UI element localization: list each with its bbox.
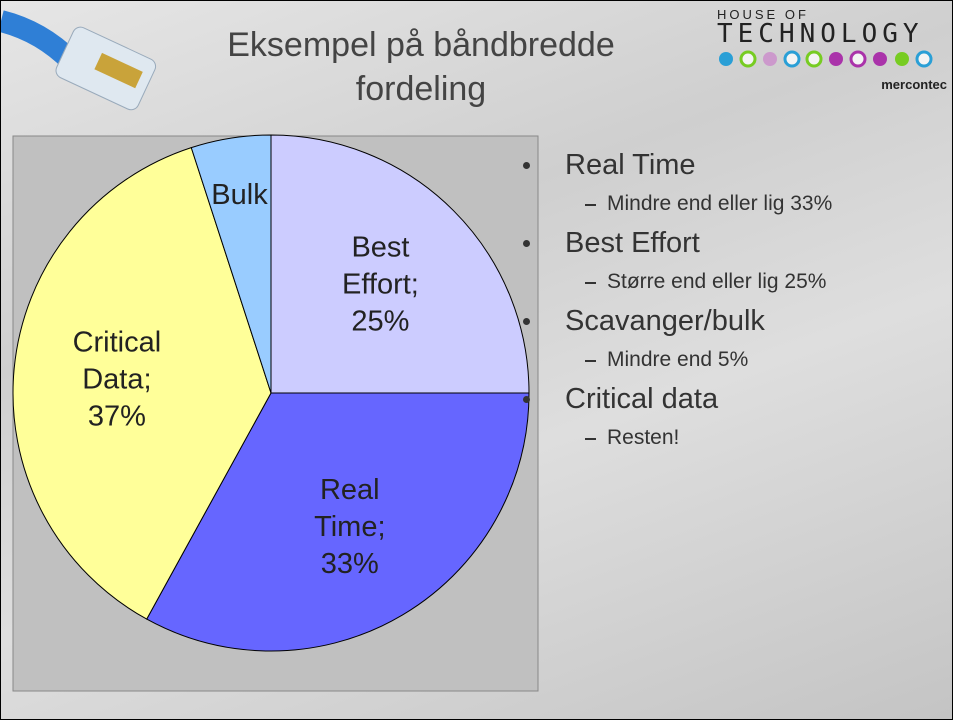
bullet: Real Time [521, 146, 951, 184]
bullet: Best Effort [521, 224, 951, 262]
data-label: Bulk [211, 179, 268, 211]
sub-bullet: Mindre end 5% [521, 340, 951, 380]
logo-main: TECHNOLOGY [717, 22, 951, 46]
logo-dots [701, 46, 951, 72]
bullet: Critical data [521, 380, 951, 418]
sub-bullet: Mindre end eller lig 33% [521, 184, 951, 224]
slide: Eksempel på båndbredde fordeling BestEff… [0, 0, 953, 720]
logo: HOUSE OF TECHNOLOGY mercontec [701, 7, 951, 92]
sub-bullet: Resten! [521, 418, 951, 458]
bullet: Scavanger/bulk [521, 302, 951, 340]
sub-bullet: Større end eller lig 25% [521, 262, 951, 302]
logo-sub: mercontec [701, 77, 947, 92]
